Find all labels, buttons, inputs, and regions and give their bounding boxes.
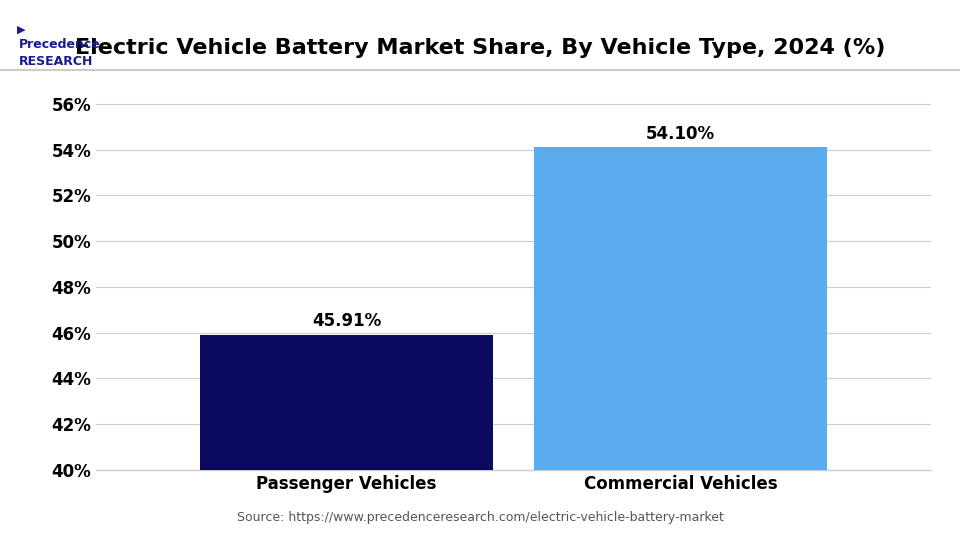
Bar [201,335,492,470]
Text: 54.10%: 54.10% [646,125,715,143]
Bar [535,147,827,470]
Text: Precedence
RESEARCH: Precedence RESEARCH [19,38,101,68]
Text: ▶: ▶ [17,24,26,35]
Text: Source: https://www.precedenceresearch.com/electric-vehicle-battery-market: Source: https://www.precedenceresearch.c… [236,511,724,524]
Text: Electric Vehicle Battery Market Share, By Vehicle Type, 2024 (%): Electric Vehicle Battery Market Share, B… [75,38,885,58]
Text: 45.91%: 45.91% [312,312,381,330]
